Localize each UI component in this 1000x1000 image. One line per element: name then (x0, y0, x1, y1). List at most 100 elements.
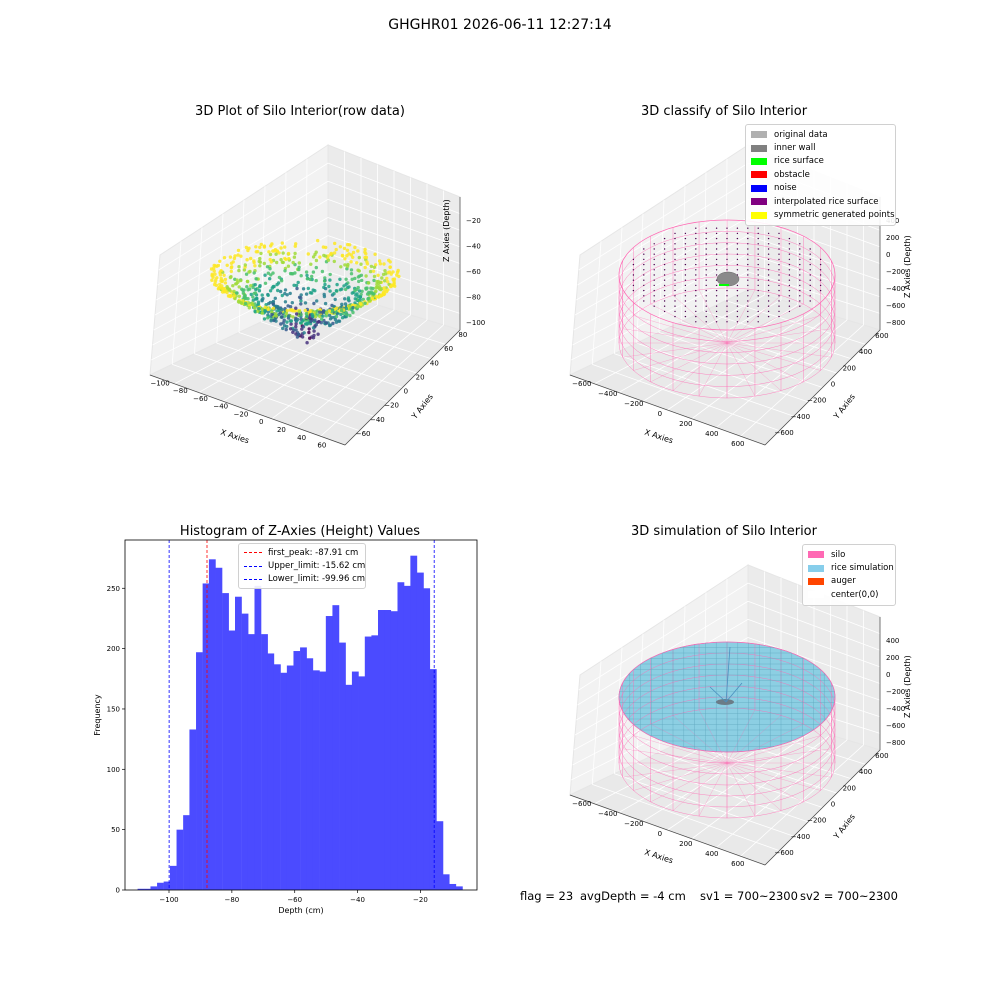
data-point (280, 293, 284, 298)
simulation-y-tick-label: 200 (843, 784, 856, 792)
interpolated-point (726, 269, 728, 271)
data-point (377, 281, 381, 286)
data-point (262, 244, 267, 248)
raw-y-tick-label: −60 (356, 430, 371, 438)
raw-x-tick-label: −60 (193, 395, 208, 403)
interpolated-point (747, 279, 749, 281)
interpolated-point (788, 295, 791, 297)
simulation-x-tick-label: −400 (598, 810, 617, 818)
data-point (316, 238, 320, 243)
data-point (333, 297, 337, 302)
raw-x-tick-label: 60 (317, 442, 326, 450)
data-point (237, 265, 241, 269)
interpolated-point (778, 289, 780, 292)
interpolated-point (695, 279, 697, 281)
data-point (264, 303, 268, 307)
classify-legend-item: inner wall (751, 141, 890, 154)
data-point (328, 278, 332, 282)
data-point (229, 266, 233, 270)
grid-line (238, 332, 403, 388)
interpolated-point (695, 237, 697, 240)
data-point (223, 277, 228, 282)
y-tick-label: 150 (107, 705, 120, 713)
interpolated-point (788, 269, 791, 271)
interpolated-point (767, 300, 770, 302)
interpolated-point (643, 269, 645, 271)
interpolated-point (788, 284, 791, 287)
data-point (382, 286, 386, 290)
data-point (219, 269, 223, 273)
interpolated-point (695, 263, 697, 266)
histogram-bar (137, 888, 145, 890)
histogram-bar (144, 888, 151, 890)
interpolated-point (799, 263, 801, 266)
silo-floor-spoke (650, 723, 728, 764)
histogram-bar (189, 729, 197, 890)
data-point (297, 332, 301, 337)
silo-floor-spoke (726, 342, 832, 358)
data-point (347, 252, 351, 256)
interpolated-point (684, 237, 687, 240)
data-point (267, 301, 271, 306)
data-point (357, 289, 362, 293)
simulation-y-tick-label: −200 (807, 817, 826, 825)
histogram-bar (364, 636, 372, 890)
interpolated-point (726, 248, 728, 250)
data-point (306, 286, 310, 291)
data-point (244, 272, 249, 276)
interpolated-point (778, 263, 780, 266)
interpolated-point (684, 315, 687, 318)
data-point (266, 310, 271, 314)
data-point (274, 304, 279, 308)
interpolated-point (767, 284, 770, 287)
interpolated-point (663, 269, 666, 271)
histogram-bar (235, 596, 242, 890)
raw-y-tick-label: 40 (430, 359, 439, 367)
data-point (314, 265, 318, 270)
interpolated-point (788, 274, 791, 276)
data-point (340, 302, 344, 306)
interpolated-point (653, 243, 655, 245)
interpolated-point (788, 300, 791, 302)
data-point (387, 270, 392, 274)
data-point (365, 260, 369, 264)
silo-floor-spoke (650, 303, 728, 344)
data-point (214, 283, 219, 287)
simulation-y-tick-label: −400 (791, 833, 810, 841)
interpolated-point (674, 279, 676, 281)
data-point (210, 272, 214, 276)
interpolated-point (726, 295, 728, 297)
interpolated-point (705, 279, 707, 281)
interpolated-point (726, 263, 728, 266)
data-point (210, 278, 214, 282)
data-point (304, 292, 309, 296)
x-tick-label: −40 (350, 896, 365, 904)
classify-z-tick-label: 0 (886, 251, 890, 259)
interpolated-point (757, 274, 759, 276)
data-point (260, 299, 264, 303)
data-point (263, 305, 267, 309)
auger-line (709, 686, 727, 703)
raw-z-tick-label: −40 (466, 243, 481, 251)
interpolated-point (767, 243, 770, 245)
data-point (395, 273, 399, 277)
data-point (289, 319, 294, 323)
silo-floor-spoke (672, 295, 728, 344)
interpolated-point (715, 253, 718, 255)
data-point (302, 331, 306, 335)
raw-y-tick-label: 80 (458, 331, 467, 339)
data-point (309, 319, 313, 324)
legend-line-swatch (244, 578, 262, 580)
interpolated-point (684, 274, 687, 276)
data-point (293, 251, 297, 256)
data-point (235, 278, 239, 282)
data-point (231, 284, 235, 288)
data-point (298, 321, 303, 325)
data-point (334, 314, 339, 319)
data-point (211, 275, 215, 279)
data-point (304, 270, 309, 274)
data-point (245, 285, 249, 289)
histogram-bar (273, 664, 281, 890)
data-point (232, 289, 236, 293)
data-point (376, 273, 380, 277)
